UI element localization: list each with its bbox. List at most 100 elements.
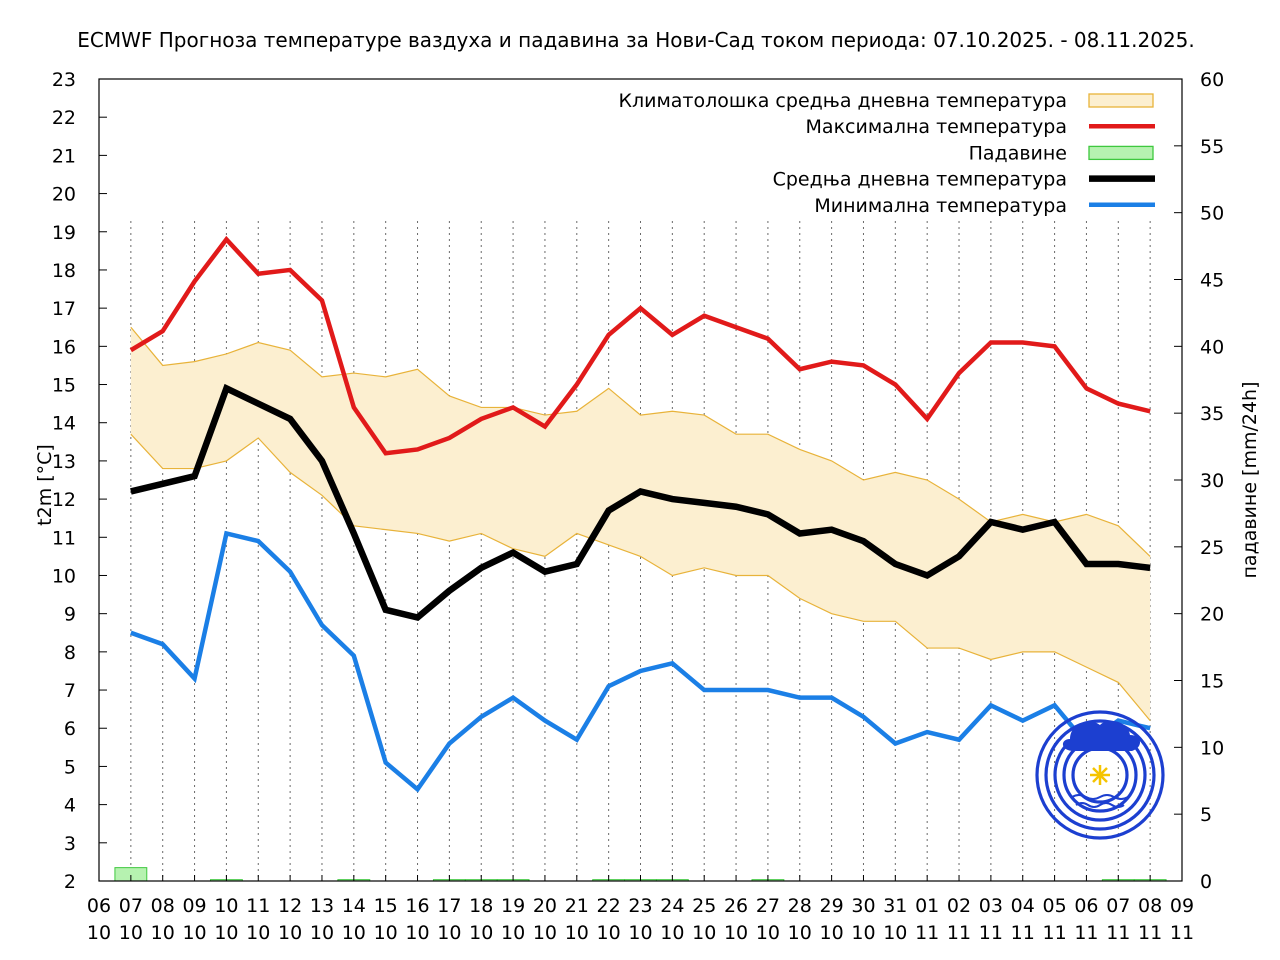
climatology-lower-edge	[130, 433, 1151, 721]
x-tick-label-month: 10	[214, 922, 238, 944]
x-tick-label-day: 27	[756, 895, 780, 917]
x-tick-label-month: 10	[342, 922, 366, 944]
x-tick-label-month: 10	[597, 922, 621, 944]
x-tick-label-month: 10	[278, 922, 302, 944]
x-tick-label-month: 10	[851, 922, 875, 944]
x-tick-label-day: 24	[660, 895, 684, 917]
x-tick-label-day: 06	[87, 895, 111, 917]
y2-tick-label: 30	[1200, 470, 1224, 492]
y-tick-label: 17	[52, 298, 76, 320]
x-tick-label-day: 25	[692, 895, 716, 917]
x-tick-label-day: 11	[246, 895, 270, 917]
y-tick-label: 23	[52, 69, 76, 91]
logo-cloud-icon	[1062, 720, 1141, 751]
y-tick-label: 9	[64, 604, 76, 626]
y-tick-label: 15	[52, 375, 76, 397]
temperature-lines	[129, 235, 1151, 793]
x-tick-label-day: 26	[724, 895, 748, 917]
x-tick-label-day: 19	[501, 895, 525, 917]
y-tick-label: 6	[64, 718, 76, 740]
climatology-upper-edge	[130, 326, 1151, 557]
x-tick-label-day: 07	[1106, 895, 1130, 917]
axis-ticks: 2345678910111213141516171819202122230510…	[52, 69, 1224, 944]
climatological-band	[130, 326, 1151, 721]
x-tick-label-month: 10	[724, 922, 748, 944]
x-tick-label-month: 10	[533, 922, 557, 944]
x-tick-label-day: 20	[533, 895, 557, 917]
x-tick-label-day: 15	[374, 895, 398, 917]
y2-tick-label: 50	[1200, 203, 1224, 225]
x-tick-label-day: 07	[119, 895, 143, 917]
y-tick-label: 16	[52, 336, 76, 358]
y2-tick-label: 5	[1200, 804, 1212, 826]
x-tick-label-month: 10	[628, 922, 652, 944]
y-tick-label: 2	[64, 871, 76, 893]
series-line	[130, 530, 1151, 793]
y2-tick-label: 55	[1200, 136, 1224, 158]
x-tick-label-month: 11	[1011, 922, 1035, 944]
chart-title: ECMWF Прогноза температуре ваздуха и пад…	[77, 28, 1195, 52]
x-tick-label-month: 10	[310, 922, 334, 944]
y-tick-label: 5	[64, 756, 76, 778]
x-tick-label-day: 14	[342, 895, 366, 917]
x-tick-label-day: 13	[310, 895, 334, 917]
x-tick-label-day: 09	[1170, 895, 1194, 917]
y2-tick-label: 15	[1200, 671, 1224, 693]
x-tick-label-day: 28	[788, 895, 812, 917]
y2-tick-label: 20	[1200, 604, 1224, 626]
y-tick-label: 3	[64, 833, 76, 855]
x-tick-label-month: 10	[374, 922, 398, 944]
legend-swatch	[1088, 145, 1154, 161]
x-tick-label-month: 10	[405, 922, 429, 944]
x-tick-label-day: 31	[883, 895, 907, 917]
climatology-band-area	[130, 327, 1151, 721]
legend-label: Климатолошка средња дневна температура	[618, 90, 1067, 112]
logo-sun-icon	[1090, 765, 1110, 785]
y-tick-label: 22	[52, 107, 76, 129]
series-line	[129, 235, 1151, 456]
x-tick-label-day: 16	[405, 895, 429, 917]
x-tick-label-month: 10	[246, 922, 270, 944]
y2-tick-label: 60	[1200, 69, 1224, 91]
legend: Климатолошка средња дневна температура Ма…	[618, 90, 1155, 217]
legend-label: Минимална температура	[814, 195, 1067, 217]
x-tick-label-month: 11	[915, 922, 939, 944]
y-tick-label: 10	[52, 565, 76, 587]
x-tick-label-month: 11	[1042, 922, 1066, 944]
y-axis-label: t2m [°C]	[34, 444, 56, 526]
y2-tick-label: 45	[1200, 270, 1224, 292]
y-tick-label: 7	[64, 680, 76, 702]
legend-label: Максимална температура	[806, 116, 1067, 138]
series-line	[130, 383, 1151, 622]
x-tick-label-month: 10	[87, 922, 111, 944]
x-tick-label-day: 18	[469, 895, 493, 917]
legend-label: Средња дневна температура	[773, 169, 1067, 191]
x-tick-label-month: 11	[979, 922, 1003, 944]
x-tick-label-month: 10	[437, 922, 461, 944]
y-tick-label: 18	[52, 260, 76, 282]
x-tick-label-day: 22	[597, 895, 621, 917]
x-tick-label-day: 21	[565, 895, 589, 917]
x-tick-label-month: 10	[469, 922, 493, 944]
x-tick-label-day: 10	[214, 895, 238, 917]
x-tick-label-month: 11	[1106, 922, 1130, 944]
y-tick-label: 8	[64, 642, 76, 664]
legend-label: Падавине	[969, 142, 1067, 164]
y2-tick-label: 40	[1200, 336, 1224, 358]
x-tick-label-month: 10	[660, 922, 684, 944]
x-tick-label-day: 05	[1042, 895, 1066, 917]
x-tick-label-month: 11	[1074, 922, 1098, 944]
x-tick-label-month: 10	[692, 922, 716, 944]
x-tick-label-day: 02	[947, 895, 971, 917]
y-tick-label: 21	[52, 145, 76, 167]
y-tick-label: 14	[52, 413, 76, 435]
x-tick-label-month: 11	[1170, 922, 1194, 944]
x-tick-label-day: 08	[1138, 895, 1162, 917]
logo-waves-icon	[1071, 794, 1129, 808]
x-tick-label-day: 09	[182, 895, 206, 917]
x-tick-label-month: 11	[947, 922, 971, 944]
y-tick-label: 19	[52, 222, 76, 244]
y-tick-label: 4	[64, 795, 76, 817]
x-tick-label-day: 17	[437, 895, 461, 917]
